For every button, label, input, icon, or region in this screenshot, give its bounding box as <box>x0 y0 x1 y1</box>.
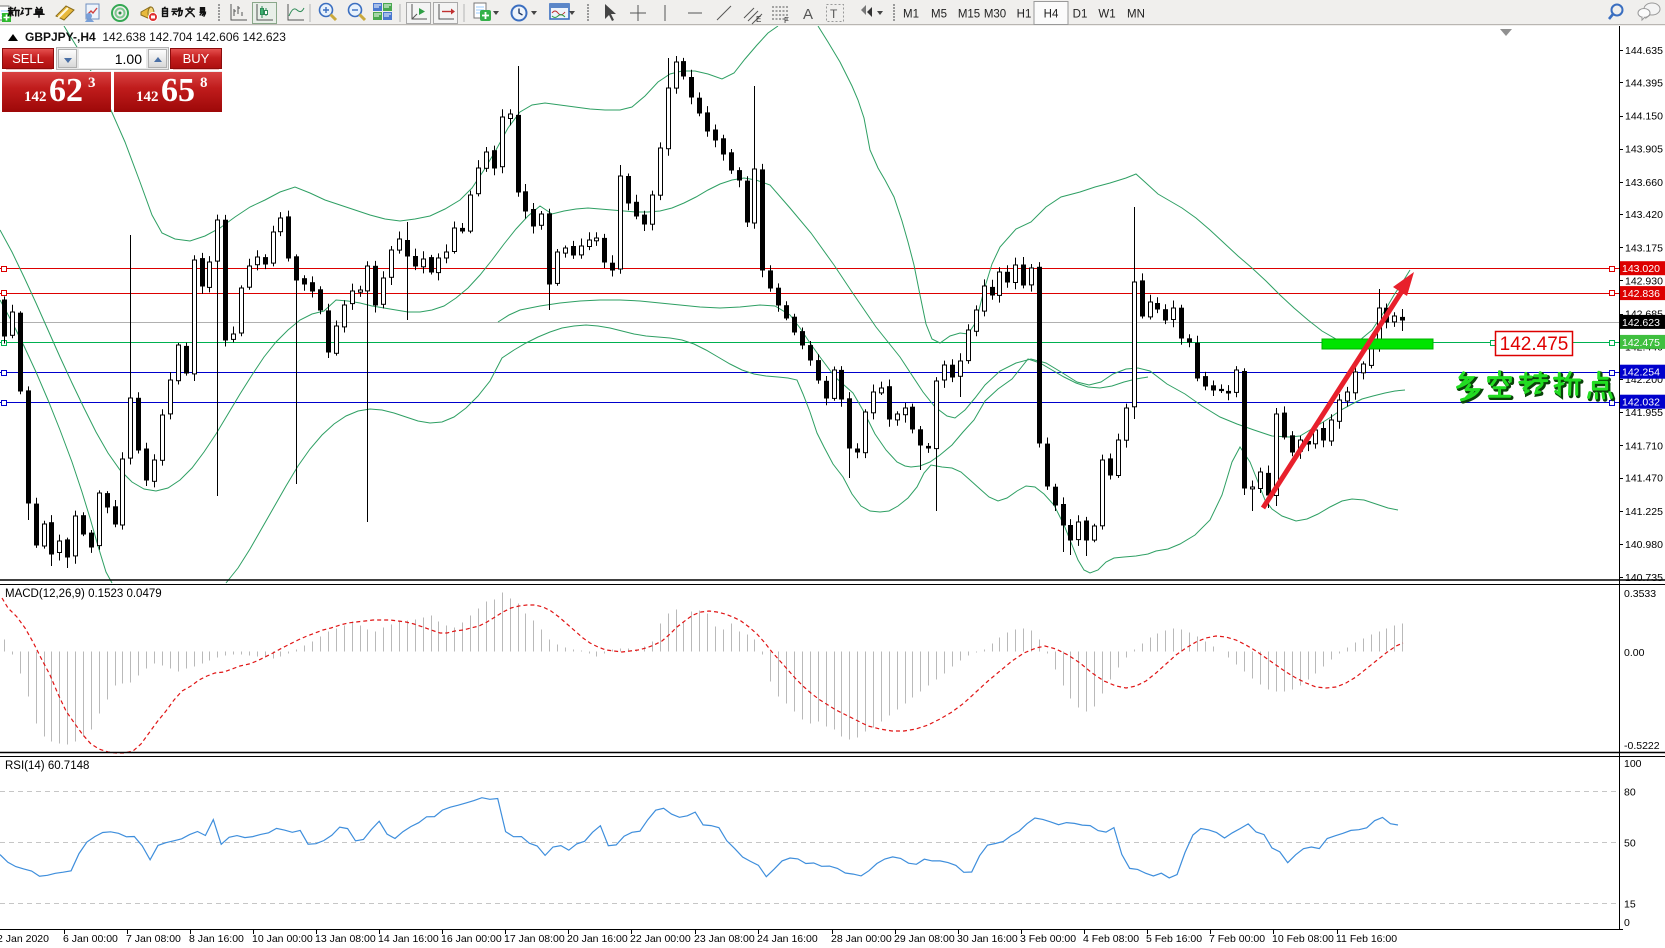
svg-text:E: E <box>756 15 761 24</box>
svg-text:0: 0 <box>1624 917 1630 929</box>
svg-text:143.905: 143.905 <box>1625 144 1663 156</box>
svg-text:M15: M15 <box>958 9 980 21</box>
svg-text:0.3533: 0.3533 <box>1624 588 1656 600</box>
svg-text:142.836: 142.836 <box>1622 288 1660 300</box>
svg-text:140.980: 140.980 <box>1625 539 1663 551</box>
svg-text:F: F <box>784 16 789 25</box>
svg-text:D1: D1 <box>1073 9 1088 21</box>
svg-text:15: 15 <box>1624 899 1636 911</box>
svg-text:22 Jan 00:00: 22 Jan 00:00 <box>630 933 691 945</box>
svg-text:140.735: 140.735 <box>1625 572 1663 584</box>
svg-text:14 Jan 16:00: 14 Jan 16:00 <box>378 933 439 945</box>
svg-text:142.930: 142.930 <box>1625 275 1663 287</box>
svg-text:5 Feb 16:00: 5 Feb 16:00 <box>1146 933 1202 945</box>
svg-text:142.475: 142.475 <box>1622 337 1660 349</box>
svg-text:141.955: 141.955 <box>1625 407 1663 419</box>
svg-text:W1: W1 <box>1098 9 1115 21</box>
svg-text:100: 100 <box>1624 758 1642 770</box>
svg-text:143.420: 143.420 <box>1625 209 1663 221</box>
svg-text:2 Jan 2020: 2 Jan 2020 <box>0 933 49 945</box>
svg-text:142.623: 142.623 <box>1622 317 1660 329</box>
svg-text:M1: M1 <box>903 9 919 21</box>
svg-text:144.150: 144.150 <box>1625 111 1663 123</box>
svg-text:142.475: 142.475 <box>1500 334 1569 355</box>
svg-text:30 Jan 16:00: 30 Jan 16:00 <box>957 933 1018 945</box>
svg-text:MACD(12,26,9) 0.1523 0.0479: MACD(12,26,9) 0.1523 0.0479 <box>5 588 162 600</box>
svg-text:M30: M30 <box>984 9 1006 21</box>
svg-text:142.254: 142.254 <box>1622 367 1660 379</box>
svg-text:T: T <box>830 7 838 21</box>
svg-text:24 Jan 16:00: 24 Jan 16:00 <box>757 933 818 945</box>
svg-text:RSI(14) 60.7148: RSI(14) 60.7148 <box>5 760 89 772</box>
svg-text:3 Feb 00:00: 3 Feb 00:00 <box>1020 933 1076 945</box>
svg-text:50: 50 <box>1624 838 1636 850</box>
svg-text:144.395: 144.395 <box>1625 77 1663 89</box>
svg-text:H1: H1 <box>1017 9 1032 21</box>
svg-text:17 Jan 08:00: 17 Jan 08:00 <box>504 933 565 945</box>
svg-text:144.635: 144.635 <box>1625 45 1663 57</box>
svg-text:MN: MN <box>1127 9 1145 21</box>
svg-text:8 Jan 16:00: 8 Jan 16:00 <box>189 933 244 945</box>
svg-text:7 Feb 00:00: 7 Feb 00:00 <box>1209 933 1265 945</box>
svg-text:A: A <box>803 6 813 23</box>
svg-text:141.470: 141.470 <box>1625 473 1663 485</box>
svg-text:M5: M5 <box>931 9 947 21</box>
svg-text:0.00: 0.00 <box>1624 647 1645 659</box>
svg-text:16 Jan 00:00: 16 Jan 00:00 <box>441 933 502 945</box>
svg-text:143.660: 143.660 <box>1625 177 1663 189</box>
svg-text:10 Feb 08:00: 10 Feb 08:00 <box>1272 933 1334 945</box>
svg-text:11 Feb 16:00: 11 Feb 16:00 <box>1336 933 1397 945</box>
svg-text:143.175: 143.175 <box>1625 242 1663 254</box>
svg-text:80: 80 <box>1624 787 1636 799</box>
svg-text:29 Jan 08:00: 29 Jan 08:00 <box>894 933 955 945</box>
svg-text:141.225: 141.225 <box>1625 506 1663 518</box>
svg-text:141.710: 141.710 <box>1625 440 1663 452</box>
svg-text:-0.5222: -0.5222 <box>1624 740 1660 752</box>
svg-text:143.020: 143.020 <box>1622 263 1660 275</box>
svg-text:10 Jan 00:00: 10 Jan 00:00 <box>252 933 313 945</box>
svg-text:6 Jan 00:00: 6 Jan 00:00 <box>63 933 118 945</box>
svg-text:20 Jan 16:00: 20 Jan 16:00 <box>567 933 628 945</box>
svg-text:13 Jan 08:00: 13 Jan 08:00 <box>315 933 376 945</box>
svg-text:H4: H4 <box>1044 9 1059 21</box>
svg-text:4 Feb 08:00: 4 Feb 08:00 <box>1083 933 1139 945</box>
svg-text:23 Jan 08:00: 23 Jan 08:00 <box>694 933 755 945</box>
svg-text:142.032: 142.032 <box>1622 397 1660 409</box>
svg-text:28 Jan 00:00: 28 Jan 00:00 <box>831 933 892 945</box>
svg-text:7 Jan 08:00: 7 Jan 08:00 <box>126 933 181 945</box>
